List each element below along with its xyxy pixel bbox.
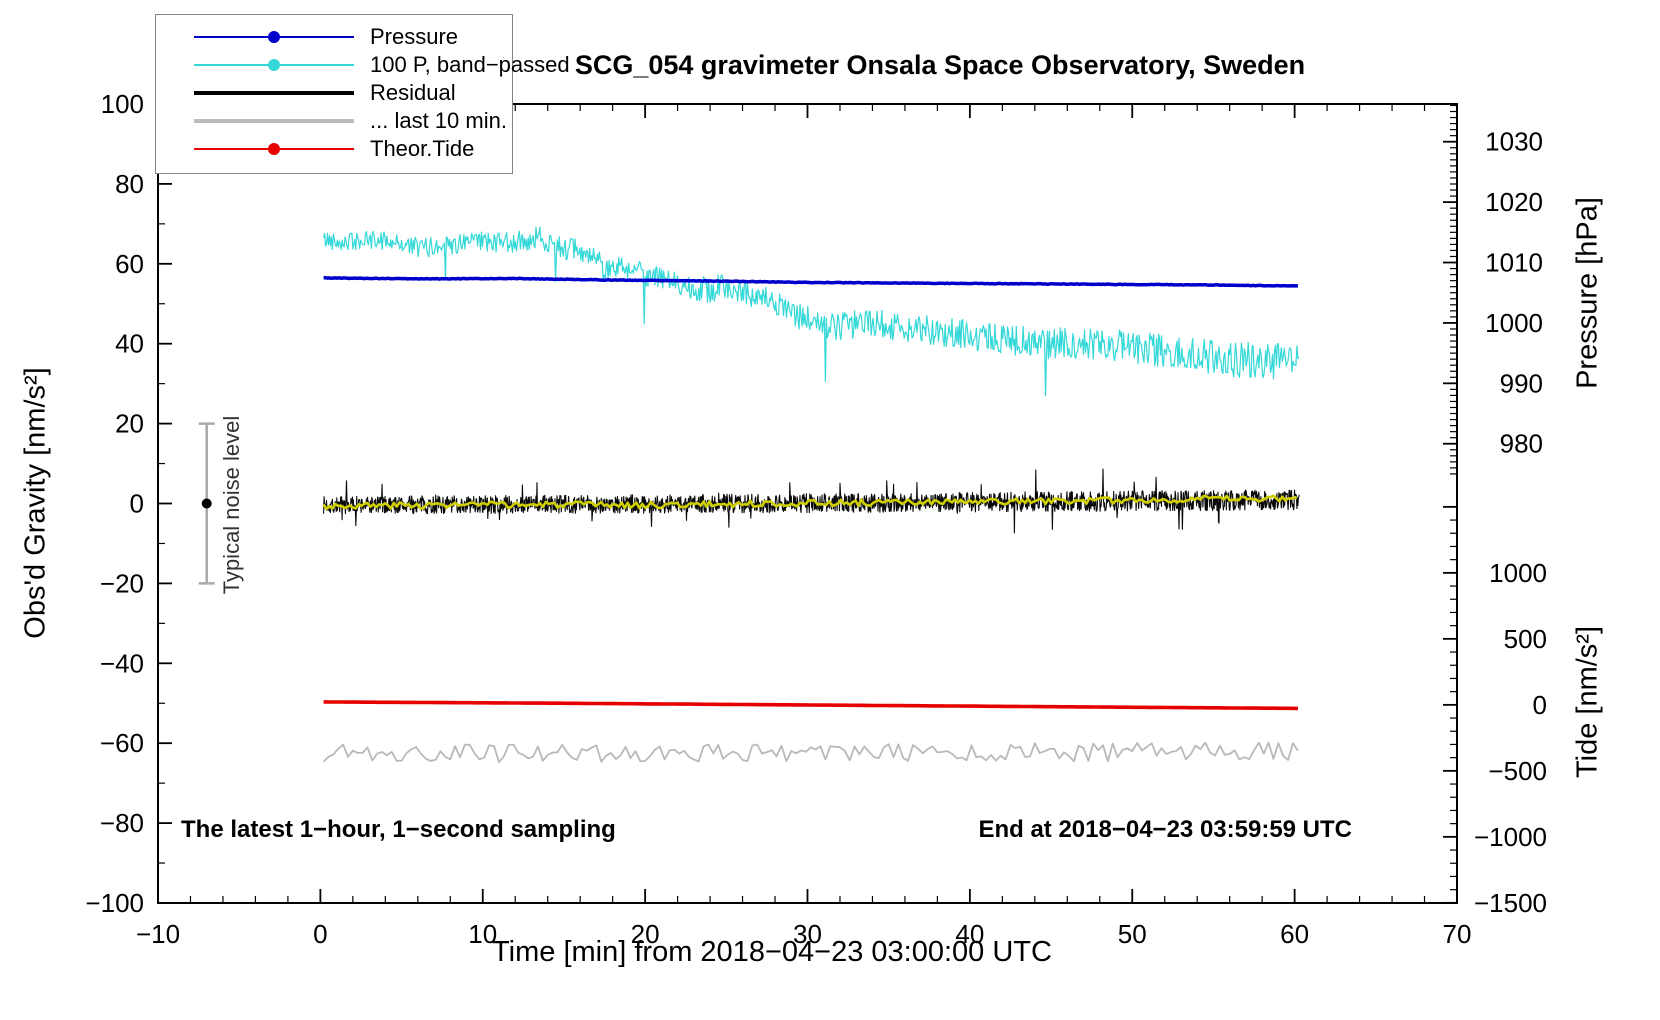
legend-line-sample-icon [194,23,354,51]
y-axis-label-gravity: Obs'd Gravity [nm/s²] [19,367,52,639]
pressure-tick-label: 1020 [1485,187,1543,217]
series-residual_smoothed [322,494,1298,511]
typical-noise-errorbar [198,422,215,585]
pressure-tick-label: 1000 [1485,308,1543,338]
frame-rect [157,103,1458,904]
tide-tick-label: 500 [1504,624,1547,654]
legend-line-sample-icon [194,107,354,135]
legend-label: 100 P, band−passed [370,52,570,77]
data-series [322,226,1300,763]
plot-frame [157,103,1458,904]
x-tick-label: 50 [1118,919,1147,949]
legend-item: ... last 10 min. [156,107,512,135]
noise-bar-dot [201,498,212,509]
x-tick-label: 20 [631,919,660,949]
legend-item: 100 P, band−passed [156,51,570,79]
y-axis-label-tide: Tide [nm/s²] [1571,625,1604,779]
tide-tick-label: −1000 [1474,822,1547,852]
x-tick-label: 10 [468,919,497,949]
legend-marker-dot-icon [268,143,280,155]
annotation-end-time: End at 2018−04−23 03:59:59 UTC [978,816,1352,843]
gravity-tick-label: 20 [115,409,144,439]
x-tick-label: 0 [313,919,327,949]
series-band_passed [323,226,1300,397]
gravity-tick-label: 0 [130,489,144,519]
series-theor_tide [323,700,1298,711]
legend-marker-dot-icon [268,59,280,71]
gravity-tick-label: −100 [85,888,144,918]
legend-line-sample-icon [194,79,354,107]
legend-label: Pressure [370,24,459,49]
gravity-tick-label: −40 [100,648,144,678]
x-tick-label: 40 [955,919,984,949]
gravity-tick-label: −60 [100,728,144,758]
legend-label: ... last 10 min. [370,108,507,133]
pressure-tick-label: 1030 [1485,127,1543,157]
legend-line-sample-icon [194,135,354,163]
legend-item: Theor.Tide [156,135,512,163]
gravity-tick-label: 100 [101,89,144,119]
annotation-sampling: The latest 1−hour, 1−second sampling [181,816,616,843]
gravity-tick-label: −20 [100,568,144,598]
legend-marker-dot-icon [268,31,280,43]
typical-noise-level-label: Typical noise level [219,415,244,595]
x-tick-label: 70 [1443,919,1472,949]
gravity-tick-label: −80 [100,808,144,838]
series-residual_last_10_min [322,741,1299,763]
legend-item: Residual [156,79,512,107]
x-tick-label: 30 [793,919,822,949]
x-tick-label: 60 [1280,919,1309,949]
axis-tick-labels: −10 0 10 20 30 40 50 60 70−100−80−60−40−20020406… [85,89,1547,949]
legend-label: Residual [370,80,456,105]
x-tick-label: −10 [136,919,180,949]
legend: Pressure 100 P, band−passed Residual ... la… [155,14,570,174]
tide-tick-label: −500 [1488,756,1547,786]
tide-tick-label: 1000 [1489,558,1547,588]
page-title: SCG_054 gravimeter Onsala Space Observat… [574,50,1306,80]
pressure-tick-label: 990 [1500,368,1543,398]
y-axis-label-pressure: Pressure [hPa] [1571,197,1604,389]
legend-line-sample-icon [194,51,354,79]
gravity-tick-label: 40 [115,329,144,359]
tide-tick-label: −1500 [1474,888,1547,918]
pressure-tick-label: 980 [1500,429,1543,459]
legend-label: Theor.Tide [370,136,475,161]
series-pressure [323,276,1298,288]
gravity-tick-label: 60 [115,249,144,279]
x-axis-label: Time [min] from 2018−04−23 03:00:00 UTC [492,936,1052,968]
gravity-tick-label: 80 [115,169,144,199]
pressure-tick-label: 1010 [1485,248,1543,278]
tide-tick-label: 0 [1533,690,1547,720]
legend-item: Pressure [156,23,512,51]
